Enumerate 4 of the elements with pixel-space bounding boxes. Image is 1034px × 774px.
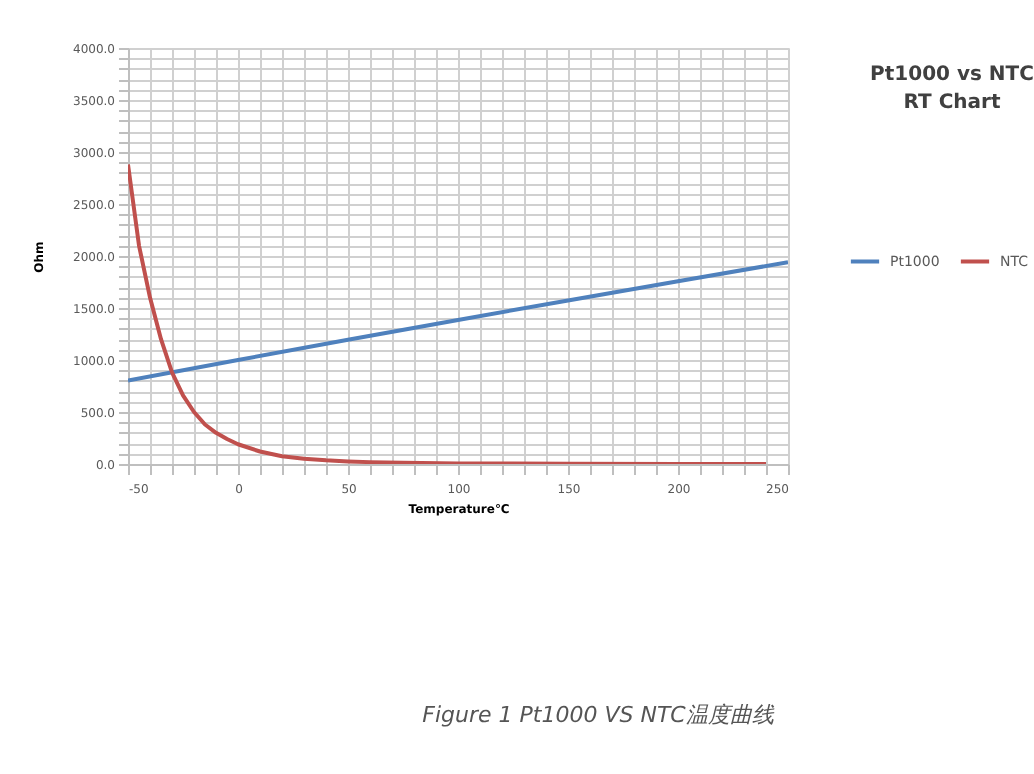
- line-series: [128, 260, 788, 383]
- caption: Figure 1 Pt1000 VS NTC温度曲线: [422, 702, 776, 728]
- text: Pt1000 vs NTC RT Chart: [870, 64, 1034, 114]
- line-series: [128, 162, 768, 464]
